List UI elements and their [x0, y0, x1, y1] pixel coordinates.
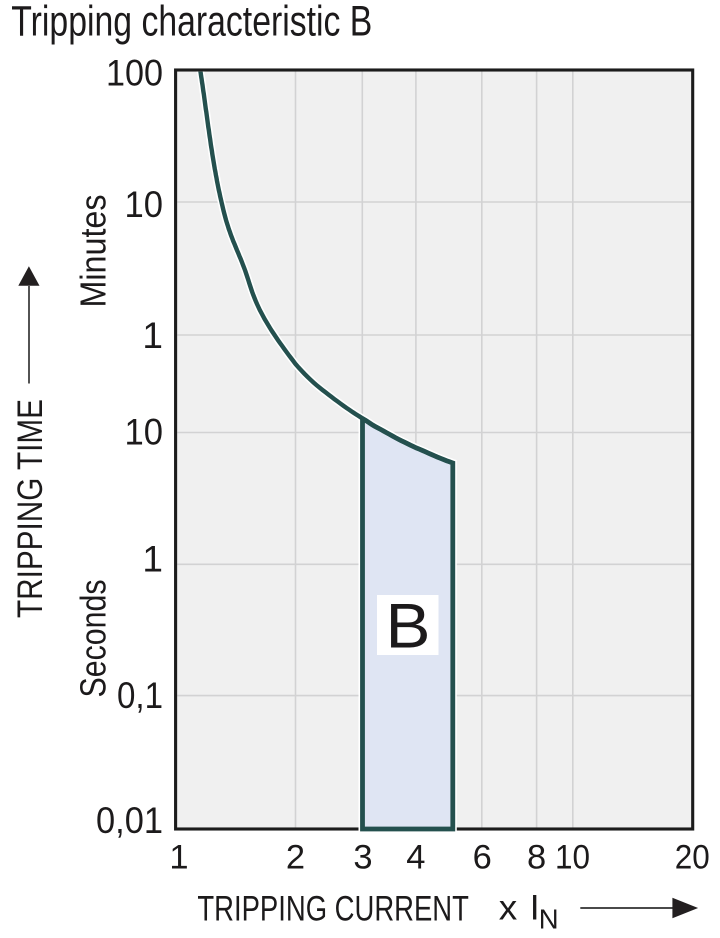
svg-text:Tripping characteristic B: Tripping characteristic B — [11, 0, 372, 46]
svg-text:Minutes: Minutes — [73, 195, 114, 308]
svg-text:1: 1 — [169, 838, 188, 876]
svg-text:x: x — [499, 888, 518, 927]
svg-text:3: 3 — [353, 838, 372, 876]
svg-text:1: 1 — [142, 539, 163, 580]
svg-text:20: 20 — [675, 838, 710, 876]
svg-text:Seconds: Seconds — [73, 580, 114, 698]
svg-text:10: 10 — [555, 838, 590, 876]
svg-text:N: N — [539, 903, 559, 934]
svg-text:6: 6 — [473, 838, 492, 876]
svg-text:I: I — [530, 887, 540, 927]
svg-text:10: 10 — [125, 184, 164, 225]
svg-text:10: 10 — [125, 411, 164, 452]
svg-text:4: 4 — [406, 838, 425, 876]
svg-text:B: B — [386, 592, 431, 662]
svg-text:100: 100 — [106, 52, 163, 93]
svg-text:1: 1 — [142, 315, 163, 356]
svg-text:0,01: 0,01 — [96, 800, 163, 841]
svg-text:0,1: 0,1 — [117, 675, 163, 716]
svg-text:2: 2 — [286, 838, 305, 876]
svg-text:TRIPPING TIME: TRIPPING TIME — [10, 399, 50, 618]
svg-text:8: 8 — [527, 838, 546, 876]
svg-text:TRIPPING CURRENT: TRIPPING CURRENT — [197, 890, 469, 929]
